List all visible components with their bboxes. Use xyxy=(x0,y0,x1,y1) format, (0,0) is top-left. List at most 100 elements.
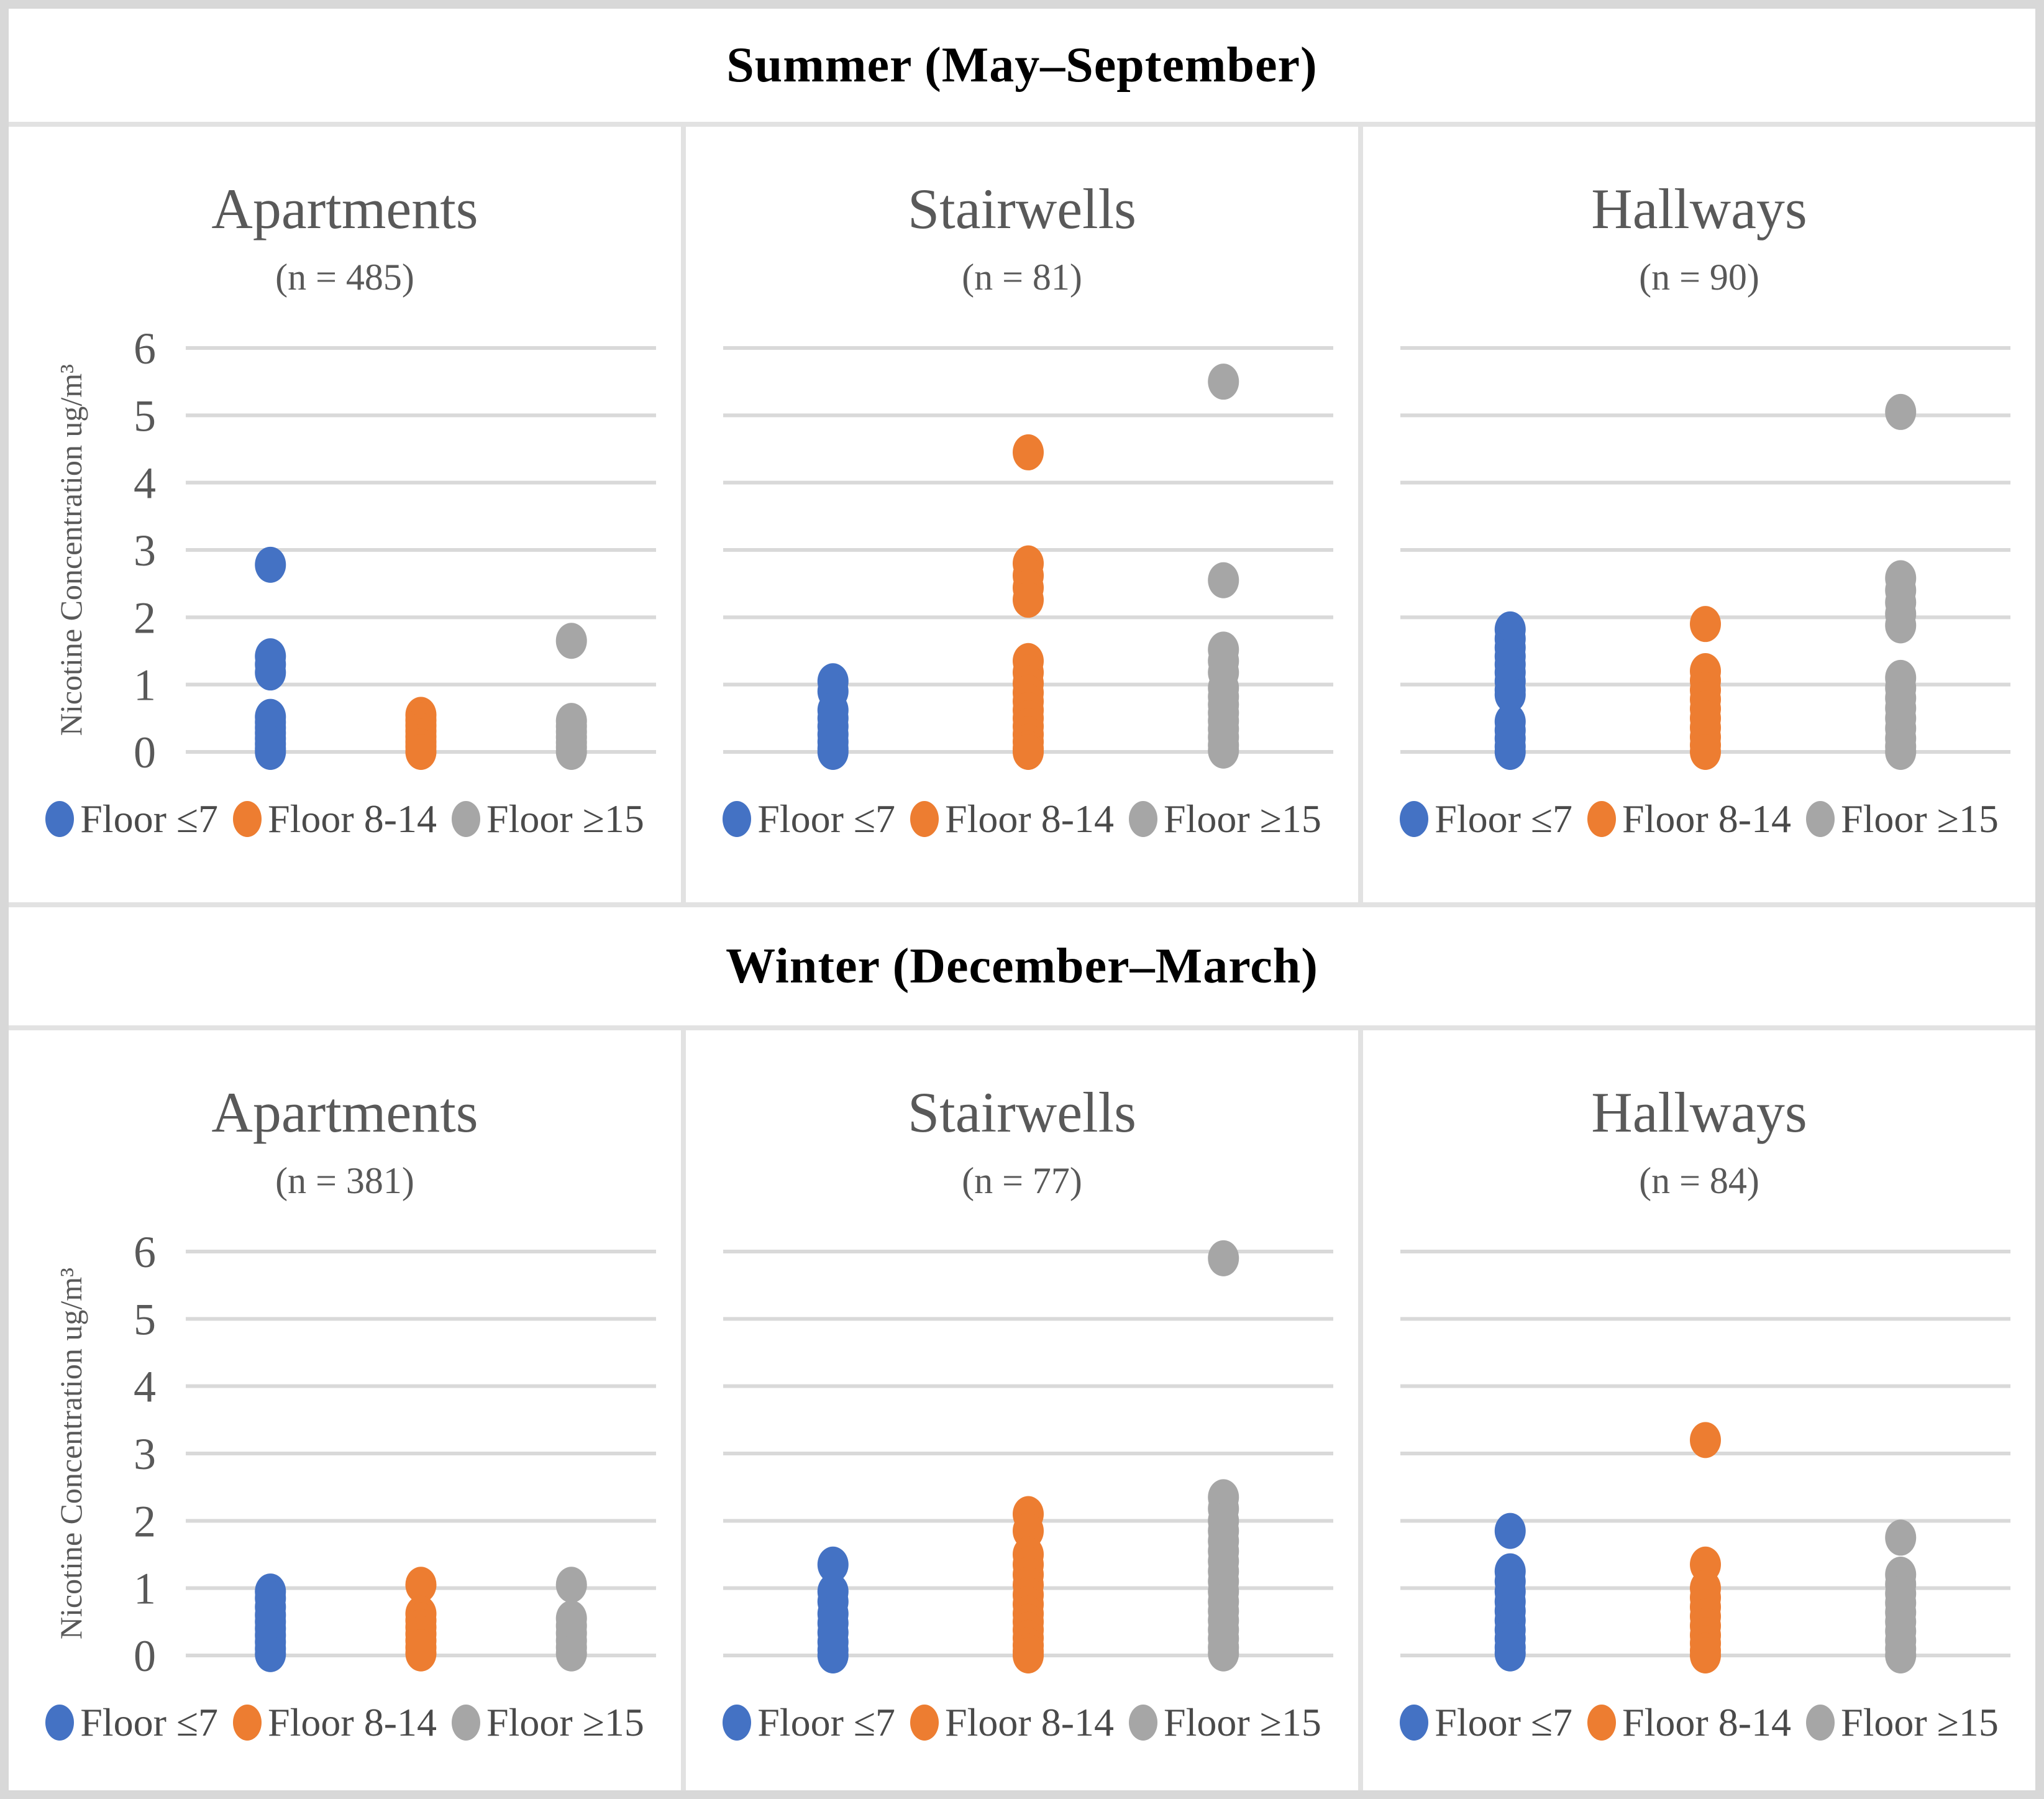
legend-label: Floor 8-14 xyxy=(268,1700,437,1744)
panel-summer-stairwells: Stairwells (n = 81) Floor ≤7 Floor 8-14 … xyxy=(686,127,1358,902)
panel-title: Stairwells xyxy=(908,177,1136,240)
legend-marker-icon xyxy=(1400,1705,1429,1741)
legend-item-floor-le7: Floor ≤7 xyxy=(45,1703,218,1742)
legend-item-floor-ge15: Floor ≥15 xyxy=(1129,799,1321,839)
panel-subtitle: (n = 90) xyxy=(1639,257,1759,298)
svg-text:3: 3 xyxy=(134,1429,156,1479)
panel-title: Hallways xyxy=(1591,1081,1807,1144)
svg-text:5: 5 xyxy=(134,1294,156,1344)
legend-label: Floor 8-14 xyxy=(945,797,1114,841)
svg-text:3: 3 xyxy=(134,526,156,575)
svg-text:6: 6 xyxy=(134,1227,156,1277)
scatter-chart xyxy=(723,1240,1333,1673)
legend-item-floor-le7: Floor ≤7 xyxy=(1400,799,1572,839)
legend-label: Floor ≥15 xyxy=(1841,1700,1999,1744)
legend-marker-icon xyxy=(910,801,939,837)
panel-title: Apartments xyxy=(211,177,478,240)
legend-marker-icon xyxy=(910,1705,939,1741)
legend-marker-icon xyxy=(1806,801,1835,837)
legend: Floor ≤7 Floor 8-14 Floor ≥15 xyxy=(686,799,1358,839)
legend-label: Floor ≤7 xyxy=(757,797,895,841)
panel-winter-apartments: Apartments (n = 381) Nicotine Concentrat… xyxy=(9,1030,681,1790)
panel-subtitle: (n = 381) xyxy=(275,1160,414,1201)
legend-marker-icon xyxy=(723,801,752,837)
legend-item-floor-ge15: Floor ≥15 xyxy=(1806,799,1999,839)
legend-label: Floor ≤7 xyxy=(80,1700,218,1744)
legend-marker-icon xyxy=(233,1705,262,1741)
legend-marker-icon xyxy=(452,801,480,837)
legend-marker-icon xyxy=(452,1705,480,1741)
scatter-chart: 0 1 2 3 4 5 6 xyxy=(134,324,656,777)
legend-marker-icon xyxy=(1806,1705,1835,1741)
legend-item-floor-8-14: Floor 8-14 xyxy=(1587,799,1791,839)
legend-label: Floor 8-14 xyxy=(945,1700,1114,1744)
panel-winter-stairwells: Stairwells (n = 77) Floor ≤7 Floor 8-14 … xyxy=(686,1030,1358,1790)
legend: Floor ≤7 Floor 8-14 Floor ≥15 xyxy=(686,1703,1358,1742)
legend-marker-icon xyxy=(723,1705,752,1741)
panel-subtitle: (n = 84) xyxy=(1639,1160,1759,1201)
legend-item-floor-ge15: Floor ≥15 xyxy=(452,1703,644,1742)
panel-title: Apartments xyxy=(211,1081,478,1144)
svg-text:5: 5 xyxy=(134,391,156,441)
legend-marker-icon xyxy=(1129,1705,1157,1741)
legend-label: Floor ≥15 xyxy=(1841,797,1999,841)
legend-item-floor-ge15: Floor ≥15 xyxy=(1806,1703,1999,1742)
legend-marker-icon xyxy=(45,801,75,837)
legend-label: Floor ≤7 xyxy=(1435,1700,1572,1744)
legend-item-floor-8-14: Floor 8-14 xyxy=(233,1703,437,1742)
legend-item-floor-le7: Floor ≤7 xyxy=(723,1703,895,1742)
legend-label: Floor ≥15 xyxy=(1164,797,1321,841)
panel-subtitle: (n = 485) xyxy=(275,257,414,298)
legend-item-floor-8-14: Floor 8-14 xyxy=(1587,1703,1791,1742)
legend-item-floor-le7: Floor ≤7 xyxy=(45,799,218,839)
svg-text:2: 2 xyxy=(134,1496,156,1546)
scatter-chart xyxy=(1400,1250,2010,1673)
legend: Floor ≤7 Floor 8-14 Floor ≥15 xyxy=(1363,1703,2035,1742)
season-title-summer: Summer (May–September) xyxy=(726,37,1318,93)
panel-subtitle: (n = 77) xyxy=(962,1160,1082,1201)
legend-item-floor-ge15: Floor ≥15 xyxy=(1129,1703,1321,1742)
season-banner-winter: Winter (December–March) xyxy=(9,902,2035,1030)
scatter-chart xyxy=(1400,346,2010,770)
scatter-chart: 0 1 2 3 4 5 6 xyxy=(134,1227,656,1681)
legend-marker-icon xyxy=(1129,801,1157,837)
panel-title: Stairwells xyxy=(908,1081,1136,1144)
legend: Floor ≤7 Floor 8-14 Floor ≥15 xyxy=(9,799,681,839)
season-banner-summer: Summer (May–September) xyxy=(9,9,2035,127)
legend-item-floor-8-14: Floor 8-14 xyxy=(910,1703,1114,1742)
svg-text:4: 4 xyxy=(134,1362,156,1412)
panel-subtitle: (n = 81) xyxy=(962,257,1082,298)
panel-summer-hallways: Hallways (n = 90) Floor ≤7 Floor 8-14 Fl… xyxy=(1363,127,2035,902)
scatter-chart xyxy=(723,346,1333,770)
season-title-winter: Winter (December–March) xyxy=(726,938,1318,994)
panel-row-summer: Apartments (n = 485) Nicotine Concentrat… xyxy=(9,127,2035,902)
legend-label: Floor ≤7 xyxy=(80,797,218,841)
legend-label: Floor ≤7 xyxy=(757,1700,895,1744)
legend-label: Floor ≥15 xyxy=(1164,1700,1321,1744)
svg-text:0: 0 xyxy=(134,728,156,777)
svg-text:2: 2 xyxy=(134,593,156,643)
legend-label: Floor 8-14 xyxy=(268,797,437,841)
svg-text:6: 6 xyxy=(134,324,156,373)
svg-text:0: 0 xyxy=(134,1631,156,1681)
legend: Floor ≤7 Floor 8-14 Floor ≥15 xyxy=(9,1703,681,1742)
legend-item-floor-8-14: Floor 8-14 xyxy=(910,799,1114,839)
legend-marker-icon xyxy=(45,1705,75,1741)
legend-marker-icon xyxy=(1400,801,1429,837)
legend-marker-icon xyxy=(1587,1705,1616,1741)
legend-item-floor-le7: Floor ≤7 xyxy=(1400,1703,1572,1742)
legend: Floor ≤7 Floor 8-14 Floor ≥15 xyxy=(1363,799,2035,839)
legend-item-floor-8-14: Floor 8-14 xyxy=(233,799,437,839)
legend-item-floor-le7: Floor ≤7 xyxy=(723,799,895,839)
panel-title: Hallways xyxy=(1591,177,1807,240)
legend-label: Floor ≥15 xyxy=(486,797,644,841)
legend-label: Floor 8-14 xyxy=(1622,1700,1791,1744)
svg-text:1: 1 xyxy=(134,1564,156,1614)
legend-label: Floor ≤7 xyxy=(1435,797,1572,841)
panel-row-winter: Apartments (n = 381) Nicotine Concentrat… xyxy=(9,1030,2035,1790)
panel-winter-hallways: Hallways (n = 84) Floor ≤7 Floor 8-14 Fl… xyxy=(1363,1030,2035,1790)
svg-text:1: 1 xyxy=(134,661,156,710)
legend-label: Floor ≥15 xyxy=(486,1700,644,1744)
svg-text:4: 4 xyxy=(134,459,156,508)
